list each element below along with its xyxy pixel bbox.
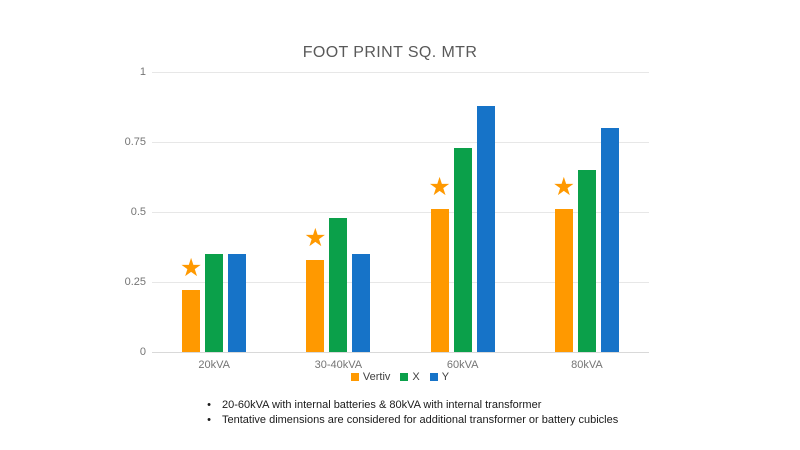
star-annotation: ★ xyxy=(552,173,576,202)
legend-swatch-icon xyxy=(429,373,438,381)
legend-item-x: X xyxy=(400,371,420,383)
legend-label: Y xyxy=(441,371,450,383)
legend-item-y: Y xyxy=(429,371,450,383)
plot-area: 0 0.25 0.5 0.75 1 ★ 20kVA ★ 30-40kVA ★ 60kVA ★ 80kVA xyxy=(125,66,649,371)
legend-swatch-icon xyxy=(400,373,409,381)
chart-title: FOOT PRINT SQ. MTR xyxy=(302,44,478,61)
legend-label: X xyxy=(412,371,420,383)
bar-y-80kVA xyxy=(600,128,619,352)
bar-vertiv-60kVA xyxy=(430,209,449,352)
bar-y-30-40kVA xyxy=(352,254,371,352)
gridline xyxy=(152,72,649,73)
bar-x-80kVA xyxy=(577,170,596,352)
gridline xyxy=(152,212,649,213)
bullet-icon: • xyxy=(207,399,211,411)
bar-vertiv-20kVA xyxy=(182,290,201,352)
x-axis-category-label: 60kVA xyxy=(446,359,479,371)
bar-x-20kVA xyxy=(205,254,224,352)
gridline xyxy=(152,352,649,353)
x-axis-category-label: 30-40kVA xyxy=(314,359,363,371)
bar-group-80kVA: ★ xyxy=(553,72,619,352)
bar-group-60kVA: ★ xyxy=(428,72,495,352)
footnote-text: 20-60kVA with internal batteries & 80kVA… xyxy=(222,399,542,411)
bar-vertiv-30-40kVA xyxy=(306,259,325,352)
footnotes: • 20-60kVA with internal batteries & 80kV… xyxy=(205,398,618,428)
bar-y-60kVA xyxy=(476,105,495,352)
star-annotation: ★ xyxy=(179,254,203,283)
gridline xyxy=(152,282,649,283)
star-annotation: ★ xyxy=(304,223,327,252)
y-axis-tick-label: 0.5 xyxy=(130,206,146,218)
y-axis-tick-label: 0.75 xyxy=(124,136,146,148)
y-axis-tick-label: 1 xyxy=(139,66,146,78)
footnote-line: • 20-60kVA with internal batteries & 80kV… xyxy=(205,398,618,413)
footnote-line: • Tentative dimensions are considered for… xyxy=(205,413,618,428)
bullet-icon: • xyxy=(207,414,211,426)
legend-label: Vertiv xyxy=(362,371,391,383)
y-axis-tick-label: 0.25 xyxy=(124,276,146,288)
legend-swatch-icon xyxy=(350,373,359,381)
x-axis-category-label: 80kVA xyxy=(571,359,603,371)
bar-group-20kVA: ★ xyxy=(180,72,247,352)
bar-vertiv-80kVA xyxy=(554,209,573,352)
bar-group-30-40kVA: ★ xyxy=(304,72,371,352)
star-annotation: ★ xyxy=(428,173,451,202)
chart-legend: Vertiv X Y xyxy=(0,371,800,383)
y-axis-tick-label: 0 xyxy=(139,346,146,358)
bar-y-20kVA xyxy=(228,254,247,352)
footnote-text: Tentative dimensions are considered for … xyxy=(222,414,619,426)
legend-item-vertiv: Vertiv xyxy=(350,371,391,383)
bar-x-30-40kVA xyxy=(329,217,348,352)
x-axis-category-label: 20kVA xyxy=(198,359,230,371)
gridline xyxy=(152,142,649,143)
bar-x-60kVA xyxy=(453,147,472,352)
